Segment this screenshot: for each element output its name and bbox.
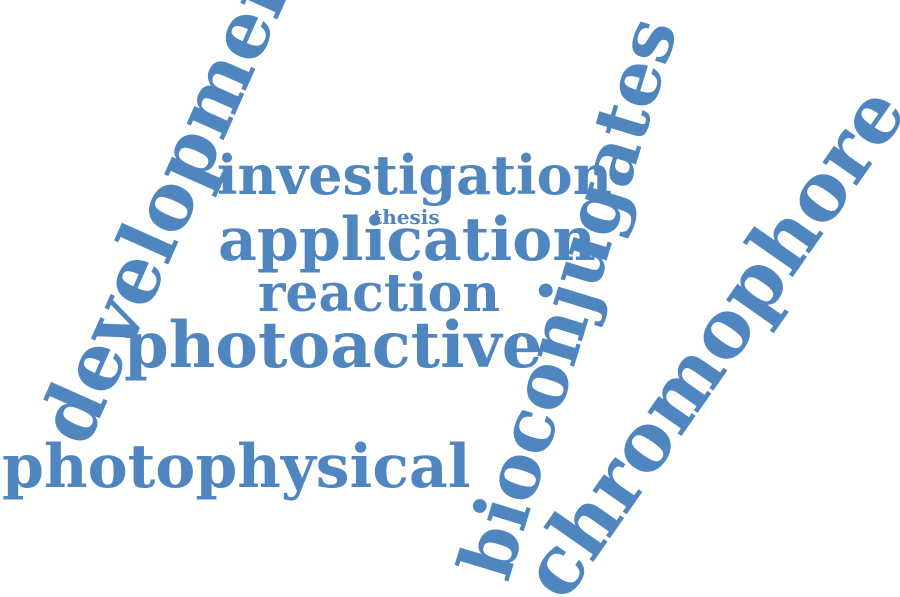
word-thesis: thesis: [373, 205, 440, 229]
word-photoactive: photoactive: [124, 308, 543, 383]
word-investigation: investigation: [217, 143, 612, 207]
word-reaction: reaction: [258, 263, 501, 324]
word-application: application: [218, 205, 596, 275]
word-photophysical: photophysical: [2, 432, 471, 502]
